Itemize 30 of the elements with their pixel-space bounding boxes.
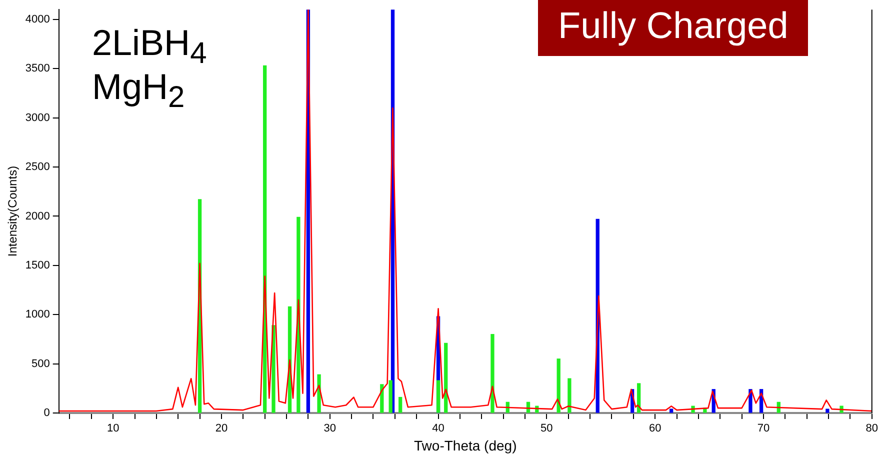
y-tick-label: 3500: [25, 62, 50, 75]
x-tick-label: 60: [648, 422, 662, 435]
y-tick-label: 2500: [25, 161, 50, 174]
bar: [388, 380, 392, 413]
y-tick-label: 2000: [25, 210, 50, 222]
x-tick-label: 80: [866, 422, 878, 435]
y-tick-label: 0: [44, 407, 50, 420]
x-tick-label: 30: [324, 422, 336, 435]
x-axis-title: Two-Theta (deg): [414, 437, 517, 454]
y-tick-label: 4000: [25, 13, 50, 26]
bar: [636, 383, 641, 413]
y-tick-label: 3000: [25, 112, 50, 124]
bar: [670, 408, 674, 413]
bar: [826, 408, 830, 413]
y-tick-label: 1000: [25, 308, 50, 321]
x-tick-label: 50: [540, 422, 553, 435]
bar: [444, 342, 448, 413]
bar: [398, 396, 402, 413]
bar: [436, 380, 440, 413]
x-tick-label: 40: [432, 422, 444, 435]
y-tick-label: 500: [32, 358, 50, 370]
y-tick-label: 1500: [25, 259, 50, 272]
bar: [556, 358, 560, 413]
y-axis-title: Intensity(Counts): [6, 166, 20, 257]
x-tick-label: 10: [106, 422, 120, 435]
annotation: Fully Charged: [538, 0, 808, 56]
bar: [568, 378, 572, 413]
x-tick-label: 20: [215, 422, 228, 435]
bar: [490, 334, 494, 413]
x-tick-label: 70: [757, 422, 770, 435]
